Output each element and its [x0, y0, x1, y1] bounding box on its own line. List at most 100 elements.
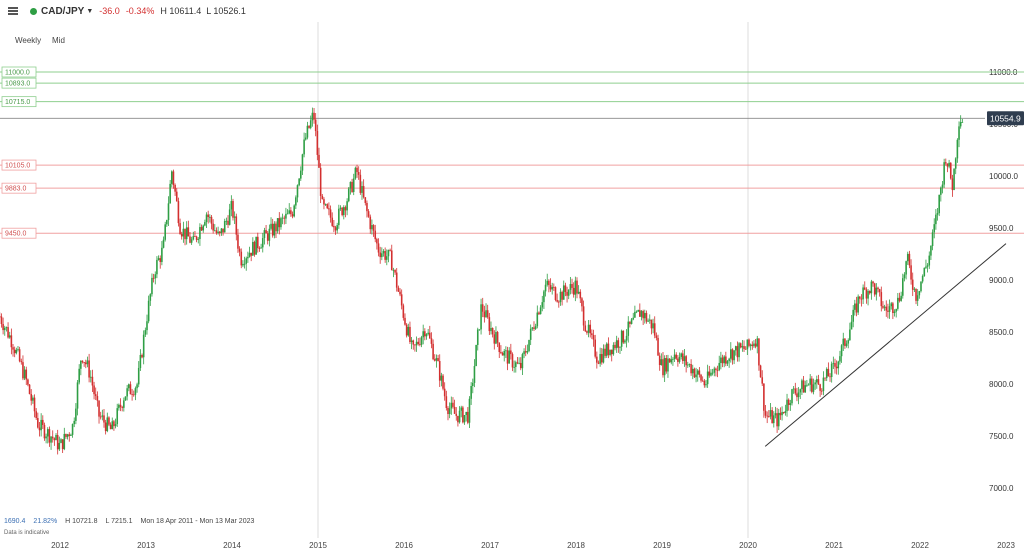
- candle-body: [873, 283, 876, 295]
- candle-body: [774, 413, 777, 416]
- resistance-level-label: 10893.0: [1, 77, 37, 89]
- candle-body: [362, 186, 365, 198]
- candle-body: [369, 216, 372, 230]
- candle-body: [400, 294, 403, 306]
- candle-body: [351, 181, 353, 192]
- candle-body: [639, 310, 641, 317]
- candle-body: [114, 424, 117, 427]
- candle-body: [958, 126, 960, 140]
- candle-body: [166, 220, 168, 225]
- candle-body: [437, 358, 439, 362]
- candle-body: [949, 162, 952, 179]
- candle-body: [247, 256, 249, 259]
- candle-body: [157, 258, 160, 260]
- chevron-down-icon[interactable]: ▼: [86, 7, 94, 15]
- candle-body: [865, 289, 868, 299]
- x-tick-label: 2017: [481, 541, 499, 549]
- candle-body: [445, 396, 448, 408]
- candle-body: [376, 239, 378, 244]
- candle-body: [349, 181, 352, 189]
- candle-body: [91, 376, 94, 386]
- candle-body: [205, 214, 208, 223]
- candle-body: [837, 361, 840, 369]
- candle-body: [171, 171, 173, 184]
- candle-body: [460, 407, 463, 411]
- candle-body: [923, 267, 926, 277]
- candle-body: [190, 239, 193, 243]
- candle-body: [716, 370, 719, 371]
- candle-body: [816, 379, 818, 383]
- candle-body: [283, 217, 286, 219]
- candle-body: [85, 362, 87, 365]
- candle-body: [619, 346, 621, 348]
- candle-body: [80, 360, 82, 369]
- candle-body: [28, 384, 31, 395]
- candle-body: [343, 207, 345, 216]
- candle-body: [503, 351, 506, 356]
- candle-body: [453, 406, 456, 414]
- candle-body: [346, 201, 348, 211]
- price-type-label[interactable]: Mid: [52, 36, 65, 45]
- candle-body: [468, 398, 471, 423]
- candle-body: [326, 204, 329, 209]
- candle-body: [809, 378, 811, 385]
- top-bar: CAD/JPY ▼ -36.0 -0.34% H 10611.4 L 10526…: [0, 0, 1024, 22]
- support-level-label-box: [1, 159, 37, 171]
- candle-body: [536, 312, 539, 327]
- candle-body: [417, 341, 420, 344]
- candle-body: [233, 216, 236, 218]
- candle-body: [27, 379, 29, 385]
- candle-body: [448, 408, 451, 415]
- candle-body: [359, 174, 362, 193]
- candle-body: [495, 332, 497, 344]
- candle-body: [412, 340, 415, 345]
- candle-body: [420, 337, 423, 345]
- candle-body: [690, 364, 692, 374]
- candle-body: [228, 209, 231, 225]
- candle-body: [933, 224, 936, 233]
- candle-body: [824, 377, 826, 379]
- candle-body: [961, 122, 964, 123]
- candle-body: [604, 348, 606, 356]
- candle-body: [799, 389, 802, 393]
- candle-body: [374, 230, 377, 240]
- candle-body: [601, 354, 603, 363]
- candle-body: [463, 415, 466, 423]
- candle-body: [567, 289, 570, 296]
- support-level-label-box: [1, 227, 37, 239]
- candle-body: [248, 252, 251, 257]
- x-tick-label: 2019: [653, 541, 671, 549]
- candle-body: [892, 303, 894, 314]
- candle-body: [7, 327, 9, 338]
- candle-body: [556, 299, 558, 302]
- candle-body: [180, 234, 183, 237]
- candle-body: [387, 249, 390, 257]
- candle-body: [404, 317, 406, 325]
- stat-range-pct: 21.82%: [33, 518, 58, 525]
- candle-body: [829, 376, 831, 378]
- candle-body: [364, 197, 367, 203]
- hamburger-menu-icon[interactable]: [8, 7, 18, 15]
- candle-body: [814, 382, 816, 385]
- candle-body: [539, 307, 542, 315]
- x-tick-label: 2023: [997, 541, 1015, 549]
- candle-body: [609, 349, 611, 355]
- candle-body: [915, 288, 917, 301]
- candle-body: [807, 384, 810, 386]
- candle-body: [303, 139, 305, 155]
- candle-body: [612, 344, 615, 355]
- candle-body: [146, 321, 148, 331]
- symbol-selector[interactable]: CAD/JPY: [41, 5, 85, 17]
- candle-body: [392, 269, 395, 271]
- interval-label[interactable]: Weekly: [15, 36, 42, 45]
- candle-body: [410, 340, 413, 343]
- candle-body: [688, 364, 691, 365]
- candle-body: [734, 346, 737, 351]
- candle-body: [753, 343, 755, 347]
- resistance-level-label-text: 10715.0: [5, 99, 30, 106]
- candle-body: [642, 311, 644, 319]
- candle-body: [513, 366, 515, 368]
- resistance-level-label-box: [1, 77, 37, 89]
